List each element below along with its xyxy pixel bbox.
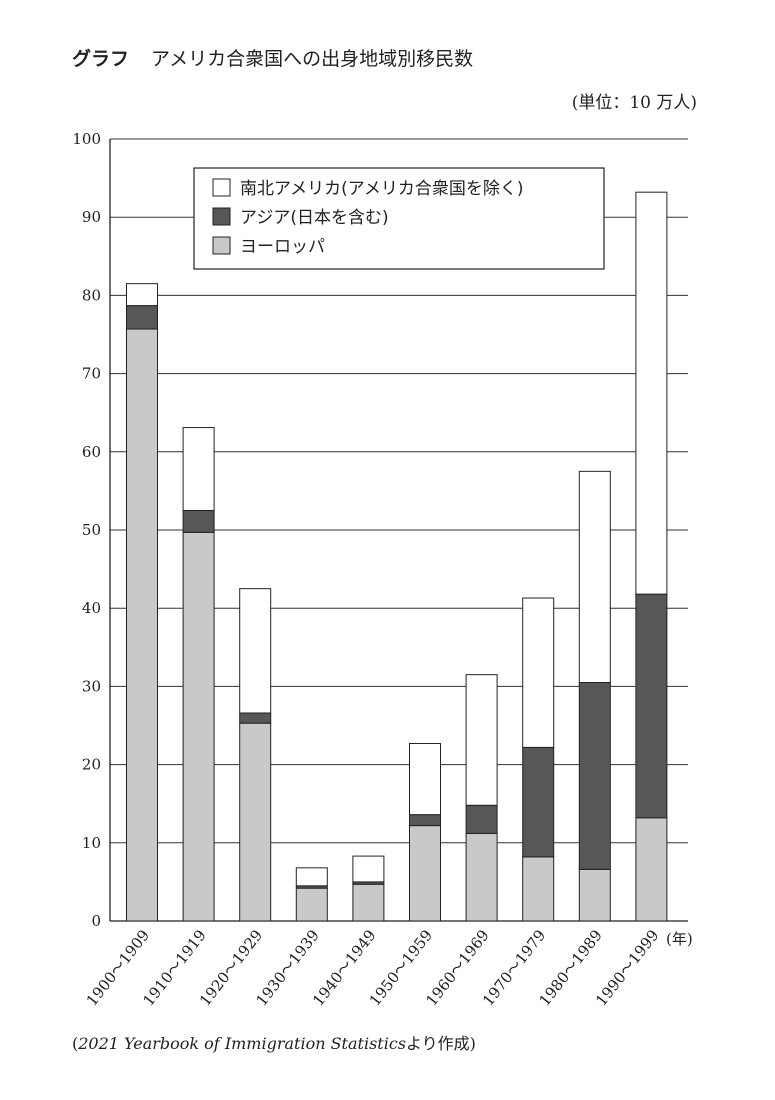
y-tick-label: 50 [82, 521, 101, 539]
y-tick-label: 60 [82, 443, 101, 461]
y-tick-label: 90 [82, 208, 101, 226]
bar-segment [578, 868, 611, 922]
legend-label: 南北アメリカ(アメリカ合衆国を除く) [240, 179, 524, 199]
bar-stack [295, 867, 328, 922]
bar-segment [409, 814, 441, 827]
bar-stack [465, 674, 498, 922]
bar-segment [465, 674, 498, 806]
legend-label: ヨーロッパ [240, 237, 325, 257]
source-suffix: より作成) [406, 1034, 476, 1053]
bar-segment [465, 832, 498, 922]
bar-segment [635, 817, 668, 922]
y-tick-label: 20 [82, 756, 101, 774]
legend-label: アジア(日本を含む) [240, 208, 389, 228]
y-tick-label: 0 [91, 912, 101, 930]
bar-segment [522, 746, 555, 858]
y-tick-label: 70 [82, 365, 101, 383]
bar-segment [239, 712, 272, 724]
bar-segment [239, 588, 272, 714]
bar-segment [522, 597, 555, 748]
bar-segment [409, 825, 441, 922]
bar-stack [352, 855, 385, 922]
bar-segment [239, 722, 272, 922]
bar-segment [126, 305, 158, 330]
bar-segment [126, 328, 158, 922]
y-tick-label: 40 [82, 599, 101, 617]
legend-swatch [212, 207, 231, 226]
source-note: (2021 Yearbook of Immigration Statistics… [72, 1030, 476, 1054]
unit-note: (単位：10 万人) [571, 93, 697, 113]
bar-segment [352, 855, 385, 883]
bar-segment [182, 531, 215, 922]
bar-segment [352, 883, 385, 922]
bar-segment [578, 681, 611, 870]
bar-segment [465, 804, 498, 834]
x-axis-unit: (年) [666, 930, 693, 948]
bar-stack [126, 283, 158, 922]
y-axis-ticks: 0 10 20 30 40 50 60 70 80 90 100 [72, 130, 101, 930]
legend: 南北アメリカ(アメリカ合衆国を除く) アジア(日本を含む) ヨーロッパ [193, 167, 605, 270]
y-tick-label: 80 [82, 286, 101, 304]
bars [126, 191, 668, 922]
bar-segment [578, 470, 611, 683]
bar-segment [635, 593, 668, 819]
bar-stack [522, 597, 555, 922]
bar-segment [295, 867, 328, 887]
bar-segment [182, 427, 215, 511]
bar-segment [295, 887, 328, 922]
chart-label: グラフ [72, 48, 130, 70]
legend-swatch [212, 236, 231, 255]
bar-segment [182, 509, 215, 533]
y-tick-label: 100 [72, 130, 101, 148]
legend-box [193, 167, 605, 270]
bar-stack [182, 427, 215, 922]
bar-stack [578, 470, 611, 922]
bar-segment [409, 742, 441, 816]
x-axis-ticks: 1900～19091910～19191920～19291930～19391940… [83, 926, 693, 1009]
bar-stack [635, 191, 668, 922]
legend-swatch [212, 178, 231, 197]
source-english: 2021 Yearbook of Immigration Statistics [78, 1034, 406, 1053]
bar-stack [409, 742, 441, 922]
bar-segment [635, 191, 668, 595]
bar-segment [126, 283, 158, 307]
y-tick-label: 30 [82, 677, 101, 695]
y-tick-label: 10 [82, 834, 101, 852]
bar-stack [239, 588, 272, 922]
chart-title-text: アメリカ合衆国への出身地域別移民数 [151, 48, 474, 70]
chart-title: グラフ アメリカ合衆国への出身地域別移民数 [72, 44, 473, 71]
bar-segment [522, 856, 555, 922]
source-prefix: ( [72, 1034, 79, 1053]
